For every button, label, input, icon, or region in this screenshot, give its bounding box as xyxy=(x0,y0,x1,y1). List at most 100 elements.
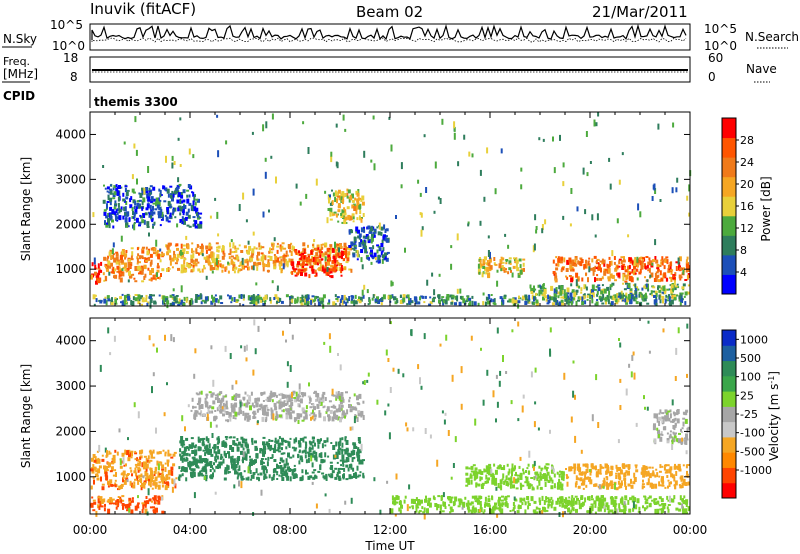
data-cell xyxy=(326,217,329,224)
data-cell xyxy=(224,403,228,409)
data-cell xyxy=(598,503,602,507)
data-cell xyxy=(149,204,152,210)
data-cell xyxy=(383,224,386,230)
data-cell xyxy=(367,225,371,230)
data-cell xyxy=(615,487,619,491)
data-cell xyxy=(566,259,570,265)
data-cell xyxy=(186,262,189,268)
data-cell xyxy=(107,509,110,513)
data-cell xyxy=(478,263,482,269)
data-cell xyxy=(618,503,621,509)
data-cell xyxy=(655,259,659,264)
data-cell xyxy=(348,474,352,480)
data-cell xyxy=(341,468,345,470)
data-cell xyxy=(302,248,305,253)
data-cell xyxy=(173,191,177,194)
data-cell xyxy=(283,247,287,250)
data-cell xyxy=(165,474,168,478)
data-cell xyxy=(634,464,638,467)
nsky-right-tick-top: 10^5 xyxy=(704,22,737,36)
data-cell xyxy=(395,501,399,504)
data-cell xyxy=(260,252,264,255)
data-cell xyxy=(253,413,256,418)
data-cell xyxy=(364,248,368,254)
data-cell xyxy=(319,400,323,403)
data-cell xyxy=(629,300,633,305)
data-cell xyxy=(335,391,338,396)
data-cell xyxy=(178,183,182,186)
data-cell xyxy=(487,477,491,481)
data-cell xyxy=(273,263,277,269)
data-cell xyxy=(313,256,317,261)
data-cell xyxy=(245,249,248,252)
data-cell xyxy=(180,194,184,199)
data-cell xyxy=(230,258,233,264)
data-cell xyxy=(267,456,270,461)
data-cell xyxy=(656,267,660,270)
data-cell xyxy=(101,486,105,491)
data-cell xyxy=(230,239,233,243)
data-cell xyxy=(368,258,371,261)
data-cell xyxy=(270,407,273,412)
data-cell xyxy=(136,178,138,185)
data-cell xyxy=(231,297,234,302)
data-cell xyxy=(244,265,247,268)
data-cell xyxy=(610,301,614,306)
data-cell xyxy=(293,464,296,467)
data-cell xyxy=(391,281,394,286)
data-cell xyxy=(465,477,469,483)
data-cell xyxy=(247,476,250,481)
data-cell xyxy=(550,296,554,301)
data-cell xyxy=(232,462,236,468)
data-cell xyxy=(238,265,241,267)
data-cell xyxy=(609,273,613,279)
data-cell xyxy=(384,229,387,233)
data-cell xyxy=(651,262,654,266)
data-cell xyxy=(130,482,133,488)
data-cell xyxy=(311,295,315,298)
data-cell xyxy=(215,394,218,397)
data-cell xyxy=(595,267,598,270)
data-cell xyxy=(659,270,662,276)
data-cell xyxy=(614,496,618,500)
data-cell xyxy=(111,248,114,255)
data-cell xyxy=(113,191,117,196)
data-cell xyxy=(511,463,514,469)
data-cell xyxy=(106,295,110,300)
data-cell xyxy=(331,189,333,192)
data-cell xyxy=(568,297,571,301)
data-cell xyxy=(562,215,565,220)
data-cell xyxy=(136,247,139,251)
data-cell xyxy=(250,257,253,262)
data-cell xyxy=(182,199,186,203)
data-cell xyxy=(329,269,333,274)
data-cell xyxy=(634,272,637,275)
data-cell xyxy=(121,250,124,256)
data-cell xyxy=(148,256,151,261)
data-cell xyxy=(177,207,180,212)
data-cell xyxy=(123,464,126,467)
data-cell xyxy=(196,393,200,396)
data-cell xyxy=(148,478,150,483)
data-cell xyxy=(232,415,235,419)
data-cell xyxy=(662,259,665,263)
data-cell xyxy=(684,301,687,306)
y-tick-label: 4000 xyxy=(55,127,86,141)
data-cell xyxy=(658,504,662,507)
data-cell xyxy=(566,475,569,480)
data-cell xyxy=(177,267,180,271)
data-cell xyxy=(352,407,356,411)
data-cell xyxy=(331,394,335,397)
data-cell xyxy=(335,441,338,447)
data-cell xyxy=(397,495,400,500)
data-cell xyxy=(141,265,144,271)
data-cell xyxy=(245,402,249,408)
data-cell xyxy=(383,252,387,257)
data-cell xyxy=(669,413,672,419)
data-cell xyxy=(447,496,450,501)
data-cell xyxy=(488,257,492,263)
data-cell xyxy=(141,297,145,303)
data-cell xyxy=(225,419,229,422)
data-cell xyxy=(162,449,165,452)
data-cell xyxy=(358,233,362,238)
